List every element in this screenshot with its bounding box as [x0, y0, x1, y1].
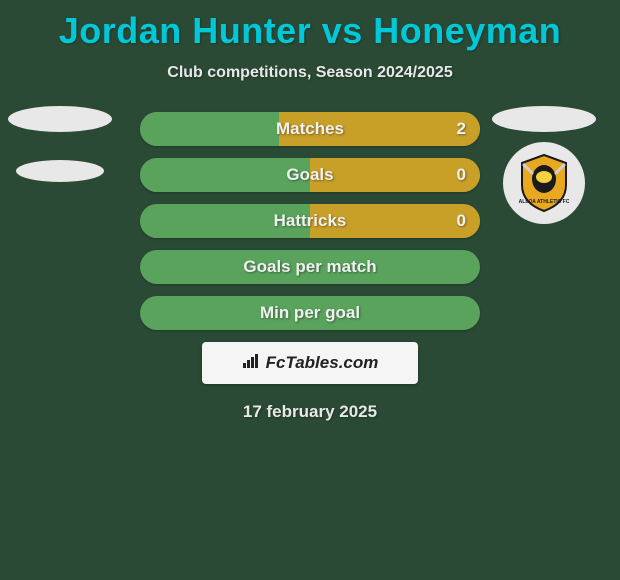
bar-row: Goals per match	[140, 250, 480, 284]
comparison-area: ALLOA ATHLETIC FC Matches2Goals0Hattrick…	[0, 112, 620, 330]
player-right-column: ALLOA ATHLETIC FC	[488, 106, 600, 224]
bar-value-right: 0	[457, 165, 466, 185]
bar-label: Hattricks	[274, 211, 347, 231]
player-right-avatar-placeholder	[492, 106, 596, 132]
bar-label: Min per goal	[260, 303, 360, 323]
player-right-club-badge: ALLOA ATHLETIC FC	[503, 142, 585, 224]
bar-value-right: 2	[457, 119, 466, 139]
bar-fill-left	[140, 158, 310, 192]
page-title: Jordan Hunter vs Honeyman	[0, 0, 620, 52]
bar-row: Matches 2	[140, 112, 480, 146]
bar-label: Goals per match	[243, 257, 376, 277]
player-left-column	[4, 106, 116, 182]
brand-box: FcTables.com	[202, 342, 418, 384]
player-left-avatar-placeholder	[8, 106, 112, 132]
bar-fill-right	[310, 158, 480, 192]
bar-row: Hattricks 0	[140, 204, 480, 238]
page-subtitle: Club competitions, Season 2024/2025	[0, 64, 620, 82]
footer-date: 17 february 2025	[0, 402, 620, 422]
brand-bars-icon	[242, 353, 262, 374]
alloa-athletic-badge-icon: ALLOA ATHLETIC FC	[512, 151, 576, 215]
bar-row: Goals 0	[140, 158, 480, 192]
bar-label: Goals	[286, 165, 333, 185]
brand-text: FcTables.com	[266, 353, 379, 373]
svg-text:ALLOA ATHLETIC FC: ALLOA ATHLETIC FC	[519, 199, 570, 205]
player-left-club-placeholder	[16, 160, 104, 182]
comparison-bars: Matches 2 Goals 0 Hattricks 0 Goals per match M…	[140, 112, 480, 330]
bar-value-right: 0	[457, 211, 466, 231]
bar-label: Matches	[276, 119, 344, 139]
bar-row: Min per goal	[140, 296, 480, 330]
bar-fill-left	[140, 112, 279, 146]
